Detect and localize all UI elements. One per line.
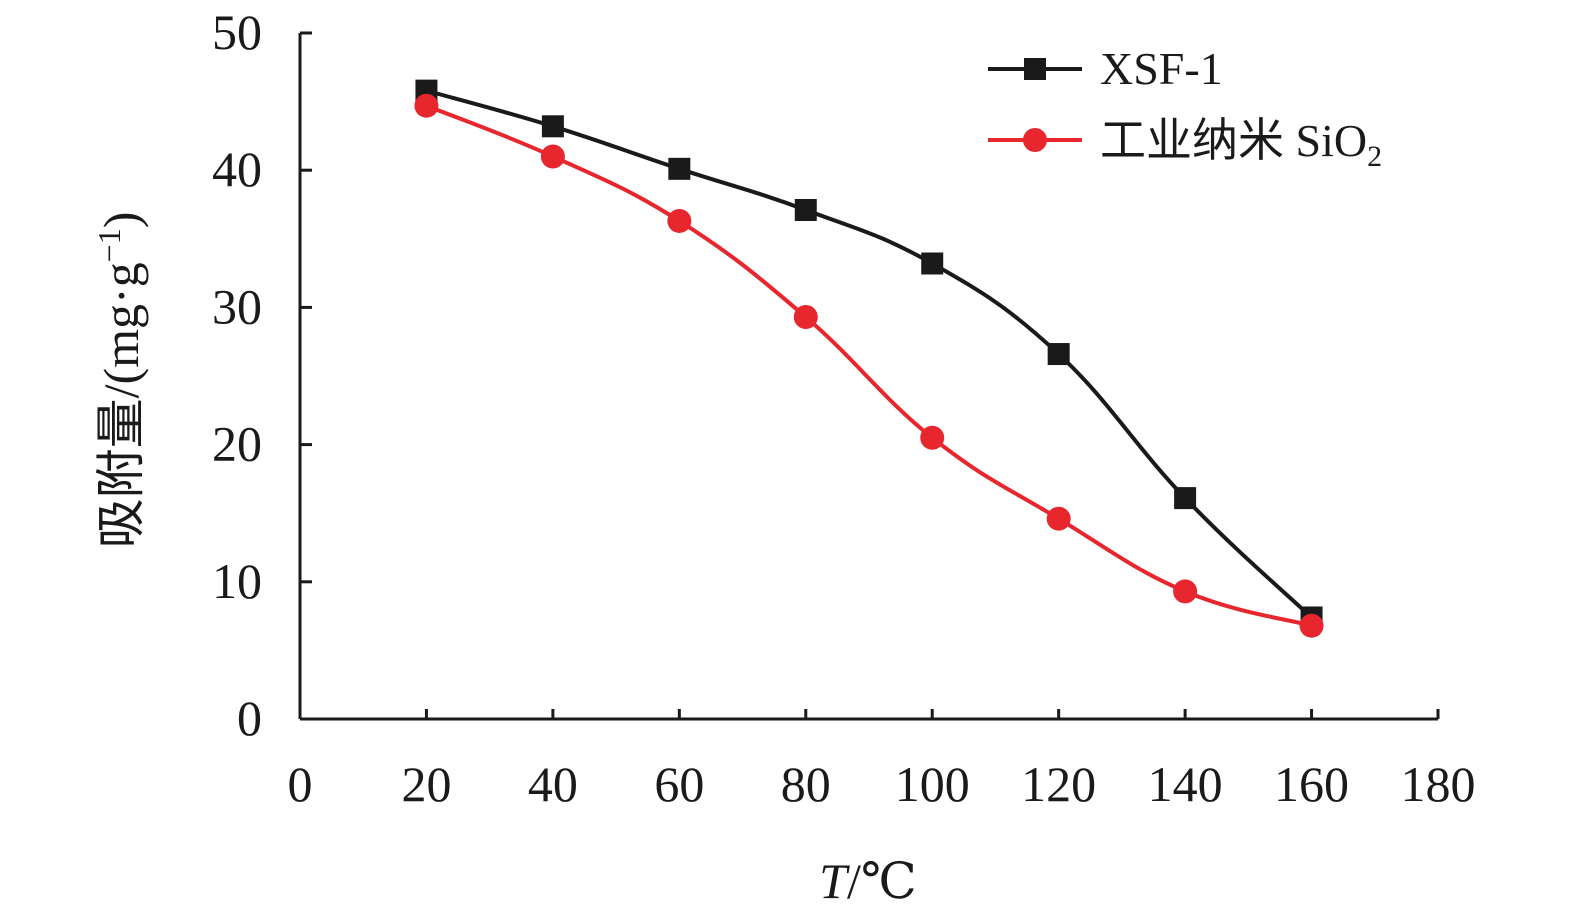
x-tick-label: 40 [528,756,578,812]
data-point-square [1174,487,1197,510]
x-tick-label: 0 [288,756,313,812]
x-axis-label: T/℃ [819,853,917,909]
x-tick-label: 180 [1401,756,1476,812]
x-tick-label: 100 [895,756,970,812]
data-point-circle [667,208,692,233]
legend-label-sio2: 工业纳米 SiO2 [1100,115,1382,173]
data-point-circle [414,93,439,118]
y-axis-ticks: 0 10 20 30 40 50 [212,4,312,746]
data-point-circle [920,425,945,450]
y-tick-label: 50 [212,4,262,60]
y-axis-label: 吸附量/(mg·g−1) [91,212,149,549]
data-point-circle [1046,506,1071,531]
legend-label-xsf1: XSF-1 [1100,43,1223,94]
legend-item-sio2: 工业纳米 SiO2 [988,115,1382,173]
data-point-circle [793,305,818,330]
x-tick-label: 60 [654,756,704,812]
data-point-square [668,157,691,180]
x-tick-label: 20 [401,756,451,812]
y-tick-label: 0 [237,690,262,746]
legend-item-xsf1: XSF-1 [988,43,1223,94]
data-point-square [921,252,944,275]
data-point-square [541,115,564,138]
data-point-circle [1173,579,1198,604]
data-point-square [794,198,817,221]
data-point-circle [1299,613,1324,638]
x-axis-ticks: 0 20 40 60 80 100 120 140 160 180 [288,709,1476,812]
legend-marker-square [1024,58,1046,80]
data-point-circle [540,144,565,169]
y-tick-label: 30 [212,278,262,334]
series-line-0 [425,88,1313,619]
x-tick-label: 80 [781,756,831,812]
series-markers [414,79,1324,638]
legend-marker-circle [1023,128,1047,152]
y-tick-label: 40 [212,141,262,197]
legend: XSF-1 工业纳米 SiO2 [988,43,1382,173]
series-lines [425,88,1313,628]
x-tick-label: 140 [1148,756,1223,812]
x-tick-label: 160 [1274,756,1349,812]
data-point-square [1047,343,1070,366]
y-tick-label: 20 [212,416,262,472]
series-line-1 [425,103,1313,628]
axes [298,33,1438,721]
y-tick-label: 10 [212,553,262,609]
x-tick-label: 120 [1021,756,1096,812]
